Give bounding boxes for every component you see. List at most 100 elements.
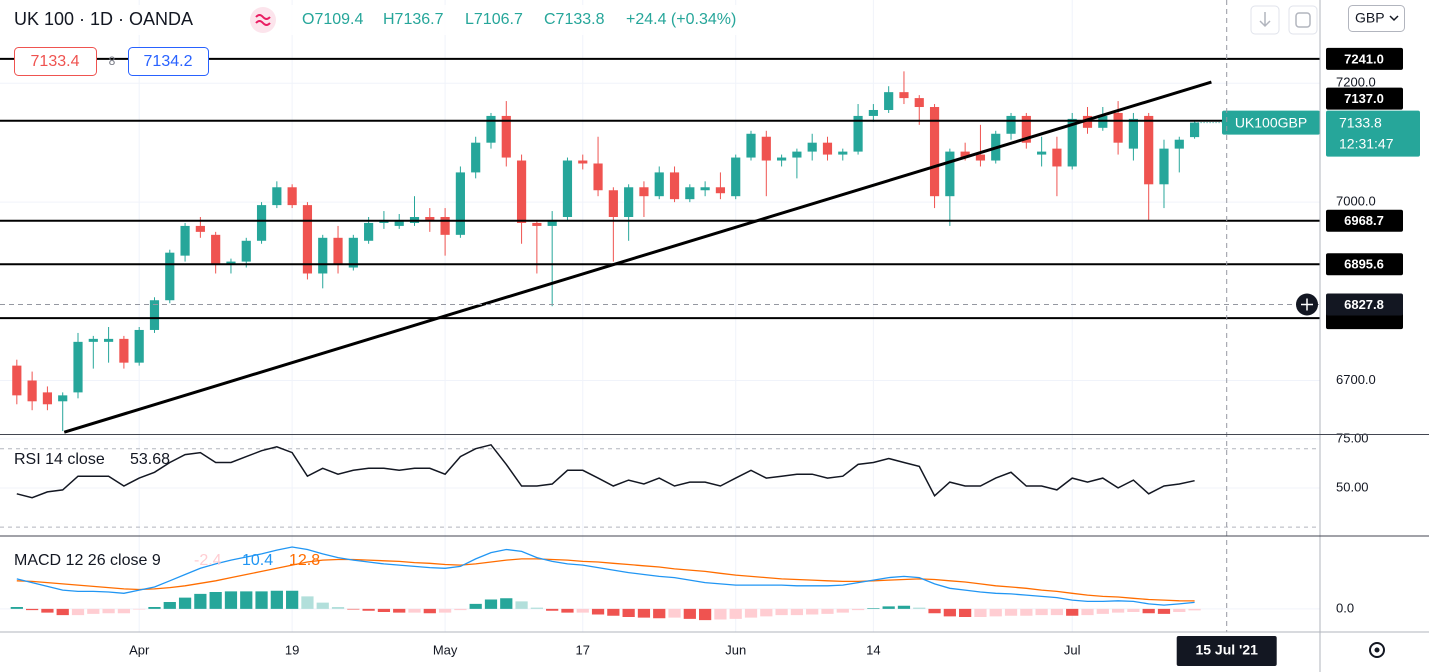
candle-body [1159,148,1169,185]
candle-body [945,151,955,197]
currency-select[interactable] [1348,5,1405,32]
macd-histogram-bar [637,608,651,618]
macd-histogram-bar [347,608,360,610]
candle-body [134,329,144,363]
y-tick-label: 6700.0 [1336,372,1376,387]
candle-body [1021,115,1031,143]
macd-histogram-bar [744,608,758,618]
candle-body [1128,118,1138,149]
macd-line [16,546,1195,606]
candle-body [440,217,450,235]
candle-body [700,187,710,191]
dropdown-icon [1389,15,1399,22]
arrow-icon [1259,12,1271,28]
candle-body [639,187,649,197]
macd-histogram-bar [454,608,467,611]
candle-body [88,338,98,342]
buy-price: 7134.2 [144,53,193,70]
indicator-icon[interactable] [250,7,276,33]
candle-body [914,98,924,108]
y-tick-label: 7200.0 [1336,75,1376,90]
macd-histogram-bar [301,596,314,609]
macd-histogram-bar [775,608,788,616]
candle-body [486,115,496,143]
candle-body [318,237,328,274]
macd-histogram-bar [561,608,574,613]
candle-body [226,261,236,265]
candle-body [256,205,267,241]
macd-histogram-bar [943,608,956,617]
candle-body [272,187,282,206]
candle-body [807,142,817,152]
candle-body [287,187,297,206]
macd-histogram-bar [591,608,605,615]
candle-body [119,338,129,363]
date-label: 15 Jul '21 [1195,642,1258,658]
sell-button[interactable] [14,47,97,76]
macd-histogram-bar [316,602,329,609]
macd-histogram-bar [1127,608,1140,612]
candle-body [654,172,664,197]
candle-body [165,252,175,301]
macd-histogram-bar [133,608,146,610]
macd-histogram-bar [1020,608,1033,616]
candle-body [868,109,878,116]
macd-histogram-bar [806,608,819,615]
candle-body [792,151,802,158]
ohlc-high: H7136.7 [383,11,444,28]
candle-body [211,234,221,265]
macd-histogram-bar [790,608,804,616]
macd-histogram-bar [377,608,391,612]
macd-histogram-bar [653,608,666,619]
candle-body [42,392,53,405]
candle-body [838,151,848,155]
reset-icon [1295,12,1311,28]
last-price-label-bg [1326,110,1420,157]
macd-title: MACD 12 26 close 9 [14,552,161,569]
ohlc-open: O7109.4 [302,11,363,28]
candle-body [364,222,374,241]
macd-histogram-bar [26,608,39,611]
macd-histogram-bar [71,608,85,616]
candle-body [195,225,205,232]
macd-histogram-bar [362,608,375,611]
macd-histogram-bar [546,608,559,611]
level-label: 6968.7 [1344,213,1384,228]
sell-price: 7133.4 [31,53,80,70]
candle-body [899,92,909,99]
macd-histogram-bar [102,608,115,614]
candle-body [975,154,986,161]
macd-histogram-bar [331,607,345,609]
macd-histogram-bar [530,607,543,609]
y-tick-label: 75.00 [1336,430,1369,445]
level-label-bg [1326,253,1403,276]
candle-body [822,142,833,155]
indicator-icon-glyph [255,14,271,26]
level-label: 7241.0 [1344,51,1384,66]
macd-histogram-bar [56,608,69,616]
macd-histogram-bar [729,608,742,619]
macd-histogram-bar [1188,608,1201,611]
macd-histogram-bar [1173,608,1186,612]
reset-button[interactable] [1288,5,1318,35]
candle-body [73,341,83,393]
rsi-title: RSI 14 close [14,451,105,468]
y-tick-label: 50.00 [1336,479,1369,494]
legend-bg [4,5,784,35]
level-label: 7137.0 [1344,91,1384,106]
buy-button[interactable] [128,47,209,76]
x-tick-label: Jul [1064,642,1081,657]
trendline [63,80,1212,434]
macd-histogram-bar [836,608,849,613]
macd-histogram-bar [714,608,727,620]
macd-histogram-bar [699,608,712,621]
macd-histogram-bar [882,606,895,609]
settings-icon[interactable] [1369,642,1385,658]
candle-body [1052,148,1062,167]
macd-histogram-bar [1111,608,1125,613]
macd-histogram-bar [178,597,192,609]
macd-histogram-bar [1050,608,1064,616]
level-label-bg [1326,47,1403,70]
candle-body [104,338,114,342]
